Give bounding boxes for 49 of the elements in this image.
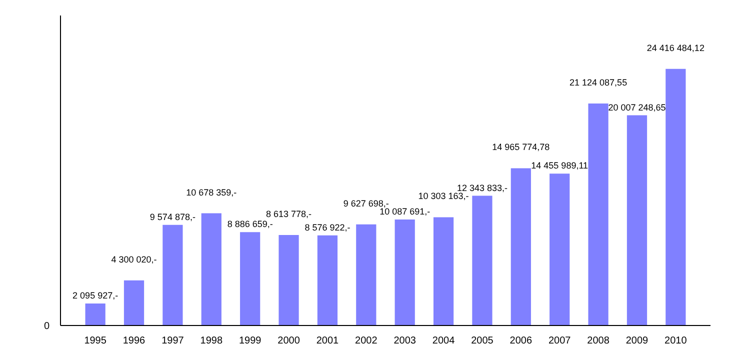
x-tick-label: 1996 bbox=[122, 336, 146, 346]
bar bbox=[510, 168, 531, 326]
bar bbox=[240, 232, 260, 326]
bar bbox=[472, 196, 492, 326]
data-label: 9 574 878,- bbox=[150, 212, 196, 222]
data-label: 8 613 778,- bbox=[266, 208, 312, 219]
data-label: 2 095 927,- bbox=[72, 290, 118, 300]
text: 0 bbox=[44, 321, 50, 332]
data-label: 10 087 691,- bbox=[380, 206, 430, 216]
x-tick-label: 2007 bbox=[548, 336, 572, 346]
bar bbox=[278, 234, 299, 326]
data-label: 9 627 698,- bbox=[343, 198, 389, 208]
x-tick-label: 2001 bbox=[316, 336, 340, 346]
x-tick-label: 2005 bbox=[471, 336, 494, 346]
x-tick-label: 2009 bbox=[626, 336, 649, 346]
bar bbox=[588, 104, 608, 326]
bar bbox=[317, 235, 338, 326]
bar bbox=[124, 280, 144, 326]
bar bbox=[550, 174, 570, 326]
x-tick-label: 1995 bbox=[84, 336, 107, 346]
data-label: 14 455 989,11 bbox=[531, 160, 588, 171]
data-label: 4 300 020,- bbox=[111, 254, 157, 264]
bar bbox=[433, 217, 454, 326]
x-tick-label: 2004 bbox=[432, 336, 456, 346]
data-label: 21 124 087,55 bbox=[570, 78, 628, 88]
x-tick-label: 2002 bbox=[355, 336, 378, 346]
bar bbox=[356, 224, 376, 326]
x-tick-label: 2006 bbox=[510, 336, 532, 346]
bar bbox=[85, 303, 106, 326]
bar bbox=[162, 224, 183, 326]
bar bbox=[394, 219, 415, 326]
data-label: 24 416 484,12 bbox=[646, 42, 704, 53]
data-label: 10 678 359,- bbox=[186, 187, 237, 198]
data-label: 12 343 833,- bbox=[456, 182, 508, 193]
x-tick-label: 2008 bbox=[587, 336, 610, 346]
x-tick-label: 1998 bbox=[200, 336, 223, 346]
x-tick-label: 2000 bbox=[278, 336, 300, 346]
data-label: 20 007 248,65 bbox=[608, 102, 666, 112]
data-label: 10 303 163,- bbox=[418, 191, 469, 202]
data-label: 14 965 774,78 bbox=[492, 142, 550, 152]
bar bbox=[666, 68, 686, 326]
x-tick-label: 1997 bbox=[162, 336, 184, 346]
bar bbox=[626, 115, 648, 326]
x-tick-label: 1999 bbox=[238, 336, 262, 346]
data-label: 8 576 922,- bbox=[304, 222, 350, 232]
bar bbox=[201, 213, 222, 326]
x-tick-label: 2010 bbox=[664, 336, 688, 346]
x-tick-label: 2003 bbox=[394, 336, 416, 346]
data-label: 8 886 659,- bbox=[227, 219, 273, 230]
